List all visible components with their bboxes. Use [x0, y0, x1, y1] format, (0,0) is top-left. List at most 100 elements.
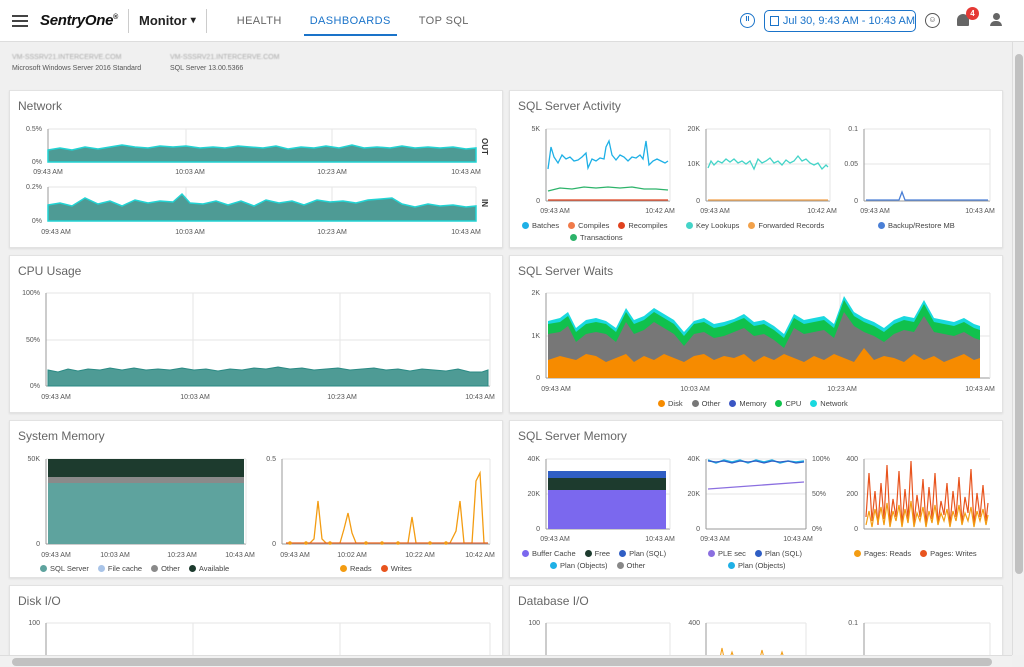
feedback-icon[interactable]: ☺ [925, 13, 940, 28]
legend-item[interactable]: Available [188, 564, 229, 573]
bell-icon[interactable] [957, 14, 969, 26]
system-memory-charts: 50K 0 09:43 AM 10:03 AM 10:23 AM 10:43 A… [28, 456, 495, 559]
y-tick: 40K [688, 456, 701, 463]
x-tick: 10:43 AM [783, 536, 813, 543]
sql-waits-chart: 2K 1K 0 09:43 AM 10:03 AM 10:23 AM 10:43… [531, 290, 995, 393]
panel-title: SQL Server Memory [518, 429, 627, 443]
scrollbar-thumb[interactable] [1015, 54, 1023, 574]
legend-item[interactable]: Backup/Restore MB [878, 221, 955, 230]
y-tick: 20K [688, 126, 701, 133]
legend-item[interactable]: CPU [775, 399, 801, 408]
y-tick: 0% [30, 383, 40, 390]
x-tick: 10:43 AM [965, 386, 995, 393]
legend-item[interactable]: Recompiles [618, 221, 668, 230]
x-tick: 09:43 AM [700, 536, 730, 543]
y-tick-right: 100% [812, 456, 830, 463]
y-tick: 0 [696, 198, 700, 205]
x-tick: 09:43 AM [541, 386, 571, 393]
y-tick: 200 [846, 491, 858, 498]
menu-icon[interactable] [12, 12, 28, 30]
legend-item[interactable]: Buffer Cache [522, 549, 576, 558]
legend-item[interactable]: Pages: Reads [854, 549, 911, 558]
tab-top-sql[interactable]: TOP SQL [418, 14, 469, 27]
y-tick: 20K [688, 491, 701, 498]
y-tick: 10K [688, 161, 701, 168]
database-io-charts: 100 400 0.1 [528, 620, 991, 658]
vertical-scrollbar[interactable] [1012, 42, 1024, 655]
y-tick: 0 [536, 198, 540, 205]
legend-item[interactable]: PLE sec [708, 549, 746, 558]
x-tick: 10:43 AM [645, 536, 675, 543]
in-label: IN [480, 199, 489, 207]
legend-item[interactable]: Memory [729, 399, 766, 408]
x-tick: 10:42 AM [465, 552, 495, 559]
legend-item[interactable]: Reads [340, 564, 372, 573]
system-memory-panel: System Memory 50K 0 09:43 AM 10:03 AM 10… [9, 420, 503, 578]
network-panel: Network 0.5% 0% 09:43 AM 10:03 AM 10:23 … [9, 90, 503, 248]
legend: SQL Server File cache Other Available [40, 564, 229, 573]
legend-item[interactable]: Plan (Objects) [550, 561, 608, 570]
y-tick: 0 [272, 541, 276, 548]
sql-activity-panel: SQL Server Activity 5K 0 09:43 AM 10:42 … [509, 90, 1003, 248]
y-tick: 5K [531, 126, 540, 133]
y-tick-right: 50% [812, 491, 826, 498]
legend-item[interactable]: Plan (Objects) [728, 561, 786, 570]
y-tick: 0.5 [266, 456, 276, 463]
legend-item[interactable]: SQL Server [40, 564, 89, 573]
legend-item[interactable]: Writes [380, 564, 412, 573]
legend-item[interactable]: Transactions [570, 233, 623, 242]
tab-dashboards[interactable]: DASHBOARDS [296, 0, 405, 42]
x-tick: 10:23 AM [167, 552, 197, 559]
x-tick: 09:43 AM [33, 169, 63, 176]
app-logo[interactable]: SentryOne® [40, 12, 119, 29]
module-dropdown[interactable]: Monitor ▾ [139, 13, 196, 28]
top-bar: SentryOne® Monitor ▾ HEALTH DASHBOARDS TO… [0, 0, 1024, 42]
tab-health[interactable]: HEALTH [236, 14, 282, 27]
server-os: Microsoft Windows Server 2016 Standard [12, 65, 142, 72]
pause-icon[interactable]: II [740, 13, 755, 28]
legend-item[interactable]: File cache [97, 564, 142, 573]
x-tick: 09:43 AM [860, 208, 890, 215]
x-tick: 09:43 AM [41, 394, 71, 401]
panel-title: CPU Usage [18, 264, 82, 278]
x-tick: 09:43 AM [280, 552, 310, 559]
legend-item[interactable]: Compiles [568, 221, 609, 230]
legend: Disk Other Memory CPU Network [658, 399, 848, 408]
legend: PLE sec Plan (SQL) Plan (Objects) [708, 549, 828, 570]
scrollbar-thumb[interactable] [12, 658, 992, 666]
legend-item[interactable]: Disk [658, 399, 683, 408]
legend-item[interactable]: Network [810, 399, 848, 408]
user-icon[interactable] [989, 13, 1003, 28]
legend-item[interactable]: Free [584, 549, 610, 558]
calendar-icon [770, 16, 779, 26]
legend-item[interactable]: Forwarded Records [748, 221, 824, 230]
sql-version: SQL Server 13.00.5366 [170, 65, 244, 72]
panel-title: SQL Server Activity [518, 99, 621, 113]
database-io-panel: Database I/O 100 400 0.1 [509, 585, 1003, 658]
horizontal-scrollbar[interactable] [0, 655, 1012, 667]
legend-item[interactable]: Other [616, 561, 645, 570]
y-tick: 0% [32, 159, 42, 166]
divider [205, 8, 207, 33]
out-label: OUT [480, 138, 489, 155]
x-tick: 10:03 AM [100, 552, 130, 559]
sql-waits-panel: SQL Server Waits 2K 1K 0 09:43 AM 10:03 … [509, 255, 1003, 413]
y-tick: 40K [528, 456, 541, 463]
y-tick: 0 [696, 526, 700, 533]
date-range-label: Jul 30, 9:43 AM - 10:43 AM [782, 15, 915, 27]
y-tick: 0 [854, 198, 858, 205]
y-tick: 2K [531, 290, 540, 297]
legend-item[interactable]: Key Lookups [686, 221, 739, 230]
date-range-picker[interactable]: Jul 30, 9:43 AM - 10:43 AM [764, 10, 916, 32]
legend-item[interactable]: Batches [522, 221, 559, 230]
legend-item[interactable]: Other [151, 564, 180, 573]
legend-item[interactable]: Pages: Writes [920, 549, 977, 558]
panel-title: Network [18, 99, 63, 113]
legend-item[interactable]: Other [691, 399, 720, 408]
legend: Buffer Cache Free Plan (SQL) Plan (Objec… [522, 549, 694, 570]
x-tick: 10:22 AM [405, 552, 435, 559]
legend-item[interactable]: Plan (SQL) [619, 549, 666, 558]
legend-item[interactable]: Plan (SQL) [754, 549, 802, 558]
x-tick: 10:43 AM [225, 552, 255, 559]
y-tick: 0 [536, 375, 540, 382]
